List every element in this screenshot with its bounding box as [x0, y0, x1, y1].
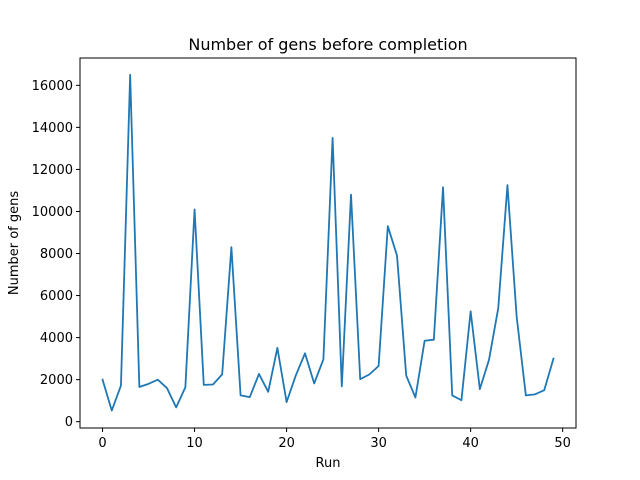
- y-tick-label: 4000: [40, 331, 73, 346]
- x-tick-label: 40: [462, 436, 479, 451]
- y-axis-ticks: 0 2000 4000 6000 8000 10000 12000 14000 16000: [32, 79, 80, 430]
- x-tick-label: 50: [554, 436, 571, 451]
- x-tick-label: 10: [186, 436, 203, 451]
- chart-title: Number of gens before completion: [188, 35, 467, 54]
- y-tick-label: 0: [65, 415, 73, 430]
- x-tick-label: 20: [278, 436, 295, 451]
- series-layer: [101, 73, 555, 412]
- x-axis-ticks: 0 10 20 30 40 50: [98, 428, 571, 451]
- y-tick-label: 16000: [32, 79, 73, 94]
- y-tick-label: 14000: [32, 121, 73, 136]
- x-tick-label: 0: [98, 436, 106, 451]
- y-tick-label: 12000: [32, 163, 73, 178]
- y-tick-label: 10000: [32, 205, 73, 220]
- y-tick-label: 6000: [40, 289, 73, 304]
- x-axis-label: Run: [316, 456, 341, 471]
- plot-frame: [79, 57, 577, 429]
- x-tick-label: 30: [370, 436, 387, 451]
- series-line: [101, 73, 555, 412]
- y-tick-label: 8000: [40, 247, 73, 262]
- y-axis-label: Number of gens: [7, 191, 22, 296]
- y-tick-label: 2000: [40, 373, 73, 388]
